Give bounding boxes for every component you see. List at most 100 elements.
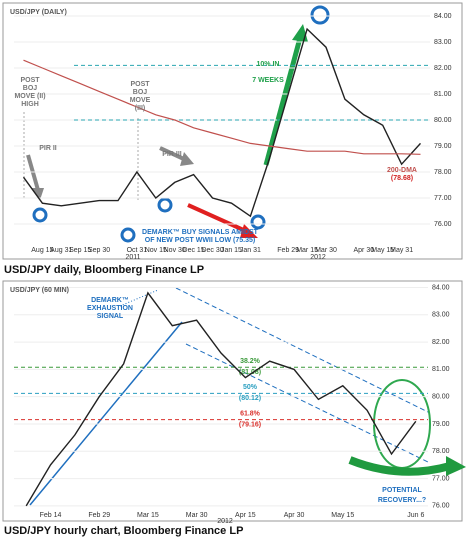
frame: [2, 2, 463, 260]
series-line: [22, 27, 422, 218]
y-tick-label: 77.00: [434, 195, 452, 202]
y-tick-label: 77.00: [432, 475, 450, 482]
annotation: BOJ: [23, 85, 38, 92]
year-label: 2012: [310, 254, 326, 261]
annotation: PIR III: [162, 151, 182, 158]
arrow: [348, 456, 452, 476]
level-label: (81.08): [239, 369, 261, 376]
x-tick-label: Jan 31: [240, 247, 261, 254]
annotation: POST: [130, 81, 150, 88]
x-tick-label: Apr 15: [235, 512, 256, 519]
y-tick-label: 84.00: [432, 284, 450, 291]
annotation: (III): [135, 105, 146, 112]
circle: [32, 207, 48, 223]
trend-line: [29, 321, 183, 506]
year-label: 2012: [217, 518, 233, 525]
y-tick-label: 82.00: [432, 339, 450, 346]
annotation: BOJ: [133, 89, 148, 96]
x-tick-label: May 15: [371, 247, 394, 254]
y-tick-label: 82.00: [434, 65, 452, 72]
annotation: SIGNAL: [97, 313, 124, 320]
annotation: POST: [20, 77, 40, 84]
annotation: OF NEW POST WWII LOW (75.35): [145, 237, 255, 244]
x-tick-label: Jan 15: [221, 247, 242, 254]
x-tick-label: Feb 14: [40, 512, 62, 519]
annotation: EXHAUSTION: [87, 305, 133, 312]
x-tick-label: May 15: [331, 512, 354, 519]
level-label: (79.16): [239, 421, 261, 428]
annotation: 7 WEEKS: [252, 77, 284, 84]
level-label: (80.12): [239, 395, 261, 402]
year-label: 2011: [125, 254, 140, 261]
x-tick-label: Oct 31: [127, 247, 148, 254]
decor-bottom: [29, 287, 466, 506]
decor-top: [23, 5, 330, 243]
arrow-head: [446, 456, 466, 476]
annotation: MOVE: [130, 97, 151, 104]
x-tick-label: Sep 30: [88, 247, 110, 254]
x-tick-label: Aug 15: [31, 247, 53, 254]
series-line: [25, 291, 417, 507]
x-tick-label: Mar 30: [315, 247, 337, 254]
x-tick-label: Jun 6: [407, 512, 424, 519]
circle: [120, 227, 136, 243]
y-tick-label: 76.00: [434, 221, 452, 228]
annotation: HIGH: [21, 101, 39, 108]
annotation: RECOVERY...?: [378, 497, 426, 504]
x-tick-label: Mar 15: [137, 512, 159, 519]
level-name: 38.2%: [240, 358, 261, 365]
arrow: [187, 203, 249, 234]
pointer: [119, 289, 159, 307]
x-tick-label: Sep 15: [69, 247, 91, 254]
series-name: 200-DMA: [387, 167, 417, 174]
x-tick-label: Apr 30: [354, 247, 375, 254]
x-tick-label: May 31: [390, 247, 413, 254]
y-tick-label: 84.00: [434, 13, 452, 20]
annotation: 10% IN: [257, 61, 280, 68]
x-tick-label: Feb 29: [277, 247, 299, 254]
circle: [310, 5, 330, 25]
level-name: 50%: [243, 384, 258, 391]
circle: [250, 214, 266, 230]
y-tick-label: 83.00: [432, 312, 450, 319]
series-line: [23, 59, 421, 155]
x-tick-label: Dec 15: [183, 247, 205, 254]
arrow: [159, 146, 187, 162]
chart-title: USD/JPY (60 MIN): [10, 287, 69, 294]
caption: USD/JPY hourly chart, Bloomberg Finance …: [4, 525, 243, 537]
x-tick-label: Mar 15: [296, 247, 318, 254]
x-tick-label: Nov 15: [145, 247, 167, 254]
annotation: DEMARK™ BUY SIGNALS AMIDST: [142, 229, 259, 236]
frame: [2, 280, 463, 522]
x-tick-label: Apr 30: [284, 512, 305, 519]
x-tick-label: Aug 31: [50, 247, 72, 254]
y-tick-label: 81.00: [434, 91, 452, 98]
annotation: MOVE (II): [14, 93, 45, 100]
arrow: [263, 37, 303, 166]
y-tick-label: 78.00: [434, 169, 452, 176]
level-name: 61.8%: [240, 410, 261, 417]
y-tick-label: 79.00: [432, 421, 450, 428]
y-tick-label: 79.00: [434, 143, 452, 150]
arrow-head: [32, 188, 44, 200]
y-tick-label: 80.00: [432, 394, 450, 401]
y-tick-label: 76.00: [432, 503, 450, 510]
circle: [157, 197, 173, 213]
annotation: POTENTIAL: [382, 487, 422, 494]
annotation: PIR II: [39, 145, 57, 152]
caption: USD/JPY daily, Bloomberg Finance LP: [4, 264, 204, 276]
arrow: [26, 154, 40, 191]
arrow-head: [240, 224, 258, 238]
annotation: (78.68): [391, 175, 413, 182]
y-tick-label: 83.00: [434, 39, 452, 46]
x-tick-label: Dec 30: [201, 247, 223, 254]
y-tick-label: 80.00: [434, 117, 452, 124]
x-tick-label: Feb 29: [88, 512, 110, 519]
channel: [185, 343, 429, 463]
arrow-head: [180, 152, 194, 166]
y-tick-label: 81.00: [432, 366, 450, 373]
y-tick-label: 78.00: [432, 448, 450, 455]
annotation: DEMARK™: [91, 297, 129, 304]
x-tick-label: Mar 30: [186, 512, 208, 519]
